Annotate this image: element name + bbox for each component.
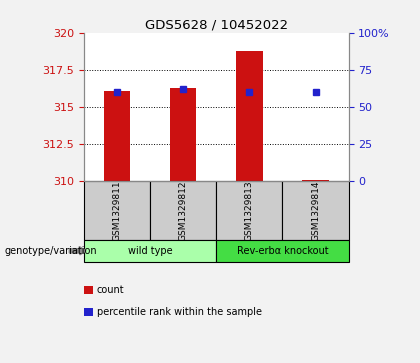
Text: percentile rank within the sample: percentile rank within the sample — [97, 307, 262, 317]
Text: count: count — [97, 285, 124, 295]
Bar — [216, 240, 349, 262]
Text: wild type: wild type — [128, 246, 173, 256]
Title: GDS5628 / 10452022: GDS5628 / 10452022 — [145, 19, 288, 32]
Bar — [104, 91, 130, 182]
Text: GSM1329812: GSM1329812 — [179, 180, 188, 241]
Bar — [84, 240, 216, 262]
Bar — [170, 88, 197, 182]
Text: genotype/variation: genotype/variation — [4, 246, 97, 256]
Text: GSM1329811: GSM1329811 — [113, 180, 121, 241]
Bar — [302, 180, 329, 182]
Text: Rev-erbα knockout: Rev-erbα knockout — [236, 246, 328, 256]
Bar — [150, 182, 216, 240]
Text: GSM1329814: GSM1329814 — [311, 180, 320, 241]
Bar — [236, 50, 262, 182]
Bar — [84, 182, 150, 240]
Bar — [216, 182, 282, 240]
Bar — [282, 182, 349, 240]
Text: GSM1329813: GSM1329813 — [245, 180, 254, 241]
